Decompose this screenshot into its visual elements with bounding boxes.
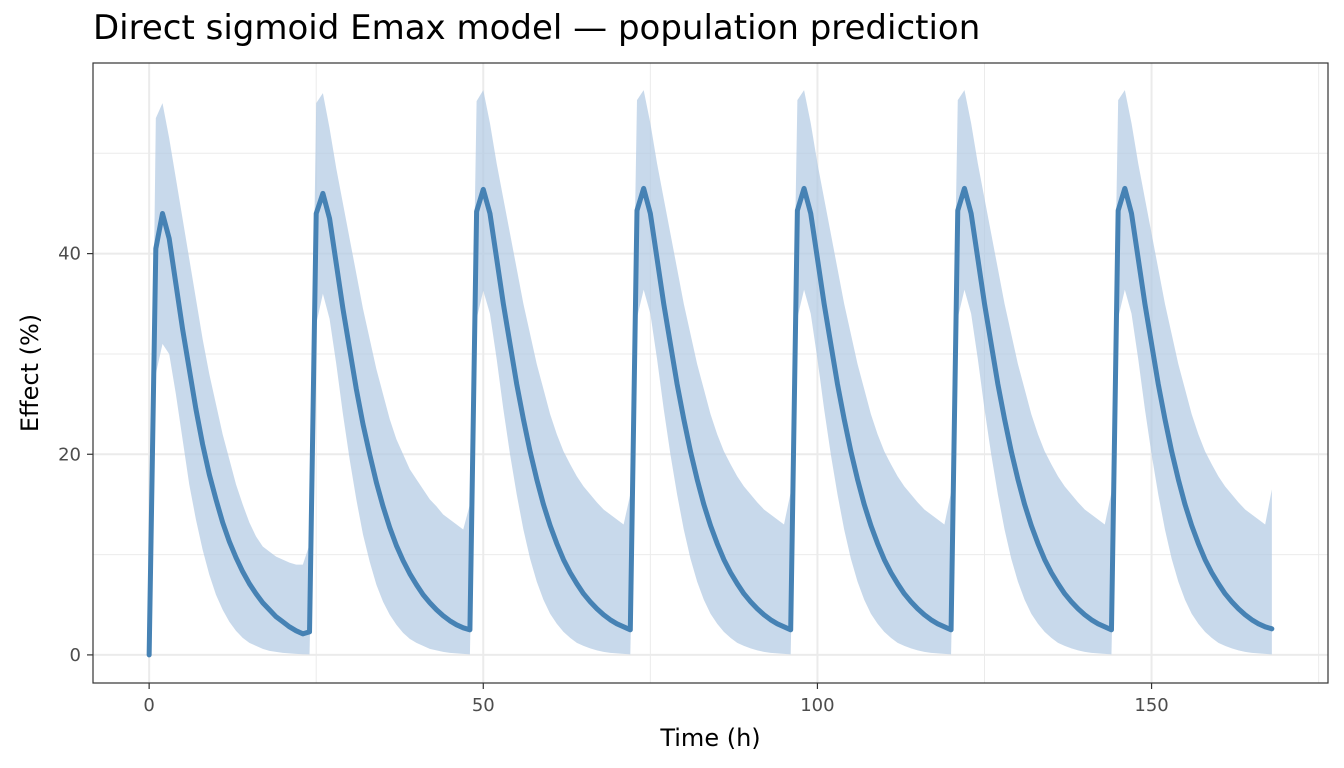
y-tick-label: 40 bbox=[58, 244, 81, 265]
y-tick-label: 0 bbox=[70, 645, 81, 666]
y-axis-title: Effect (%) bbox=[16, 314, 44, 432]
median-line bbox=[146, 185, 1275, 658]
axis-ticks: 0 50 100 150 0 20 40 bbox=[58, 244, 1169, 716]
x-tick-label: 100 bbox=[800, 695, 834, 716]
panel-border bbox=[92, 62, 1329, 684]
confidence-band bbox=[149, 90, 1272, 655]
x-tick-label: 150 bbox=[1134, 695, 1168, 716]
x-tick-label: 0 bbox=[143, 695, 154, 716]
x-tick-label: 50 bbox=[472, 695, 495, 716]
y-tick-label: 20 bbox=[58, 444, 81, 465]
x-axis-title: Time (h) bbox=[659, 724, 760, 752]
chart-title: Direct sigmoid Emax model — population p… bbox=[93, 8, 981, 48]
